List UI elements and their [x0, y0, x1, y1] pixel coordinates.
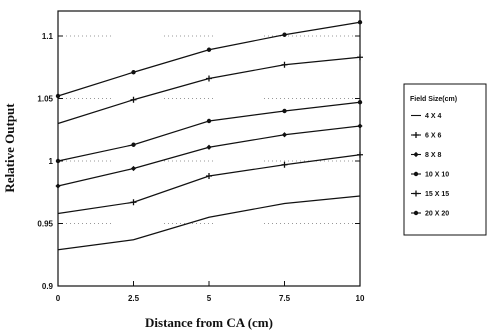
x-tick-label-4: 10: [356, 294, 365, 303]
y-axis-title: Relative Output: [2, 103, 17, 193]
legend-marker-5: [413, 210, 419, 216]
series-4-point-1: [130, 96, 137, 103]
series-1-point-1: [130, 199, 137, 206]
legend-label-5: 20 X 20: [425, 211, 449, 218]
legend-label-2: 8 X 8: [425, 152, 441, 159]
legend-label-1: 6 X 6: [425, 133, 441, 140]
legend: Field Size(cm) 4 X 4 6 X 6 8 X 8 10 X 10 15 …: [403, 83, 487, 236]
series-lines: [55, 20, 363, 251]
legend-marker-1: [413, 132, 419, 138]
series-5-point-4: [357, 20, 363, 25]
series-3-point-4: [357, 100, 363, 105]
legend-label-4: 15 X 15: [425, 191, 449, 198]
series-2-point-0: [55, 183, 61, 189]
x-tick-label-2: 5: [207, 294, 212, 303]
series-2-point-1: [130, 165, 137, 172]
series-1-point-4: [357, 151, 363, 158]
y-tick-label-3: 1.05: [37, 95, 53, 104]
series-line-5: [57, 21, 361, 97]
series-2-point-2: [206, 144, 212, 150]
series-5-point-3: [282, 32, 287, 37]
y-tick-label-0: 0.9: [42, 282, 54, 291]
series-3-point-3: [282, 108, 287, 114]
x-axis-title: Distance from CA (cm): [145, 315, 273, 330]
legend-marker-2: [413, 151, 419, 158]
series-4-point-4: [357, 54, 363, 61]
series-3-point-1: [131, 142, 136, 147]
series-line-1: [57, 154, 361, 215]
legend-marker-3: [413, 171, 419, 177]
legend-label-3: 10 X 10: [425, 172, 449, 179]
legend-label-0: 4 X 4: [425, 113, 441, 120]
series-1-point-2: [206, 173, 212, 179]
y-tick-label-4: 1.1: [42, 32, 54, 41]
legend-box: [403, 83, 487, 236]
series-5-point-1: [131, 70, 136, 75]
series-5-point-2: [206, 47, 212, 52]
series-2-point-4: [357, 123, 363, 129]
x-tick-label-1: 2.5: [128, 294, 140, 303]
y-tick-label-1: 0.95: [37, 220, 53, 229]
legend-marker-4: [413, 190, 419, 197]
series-line-0: [57, 195, 361, 251]
axis-ticks: 0 2.5 5 7.5 10 0.9 0.95 1 1.05 1.1: [37, 32, 365, 303]
x-tick-label-0: 0: [56, 294, 61, 303]
series-3-point-2: [206, 118, 212, 124]
legend-title: Field Size(cm): [410, 96, 457, 103]
series-5-point-0: [55, 93, 61, 99]
y-tick-label-2: 1: [49, 157, 54, 166]
grid-lines: [62, 35, 356, 224]
series-4-point-3: [281, 61, 288, 68]
x-tick-label-3: 7.5: [279, 294, 291, 303]
series-1-point-3: [281, 161, 288, 168]
series-4-point-2: [206, 75, 212, 82]
series-line-4: [57, 56, 361, 125]
series-2-point-3: [281, 132, 288, 138]
